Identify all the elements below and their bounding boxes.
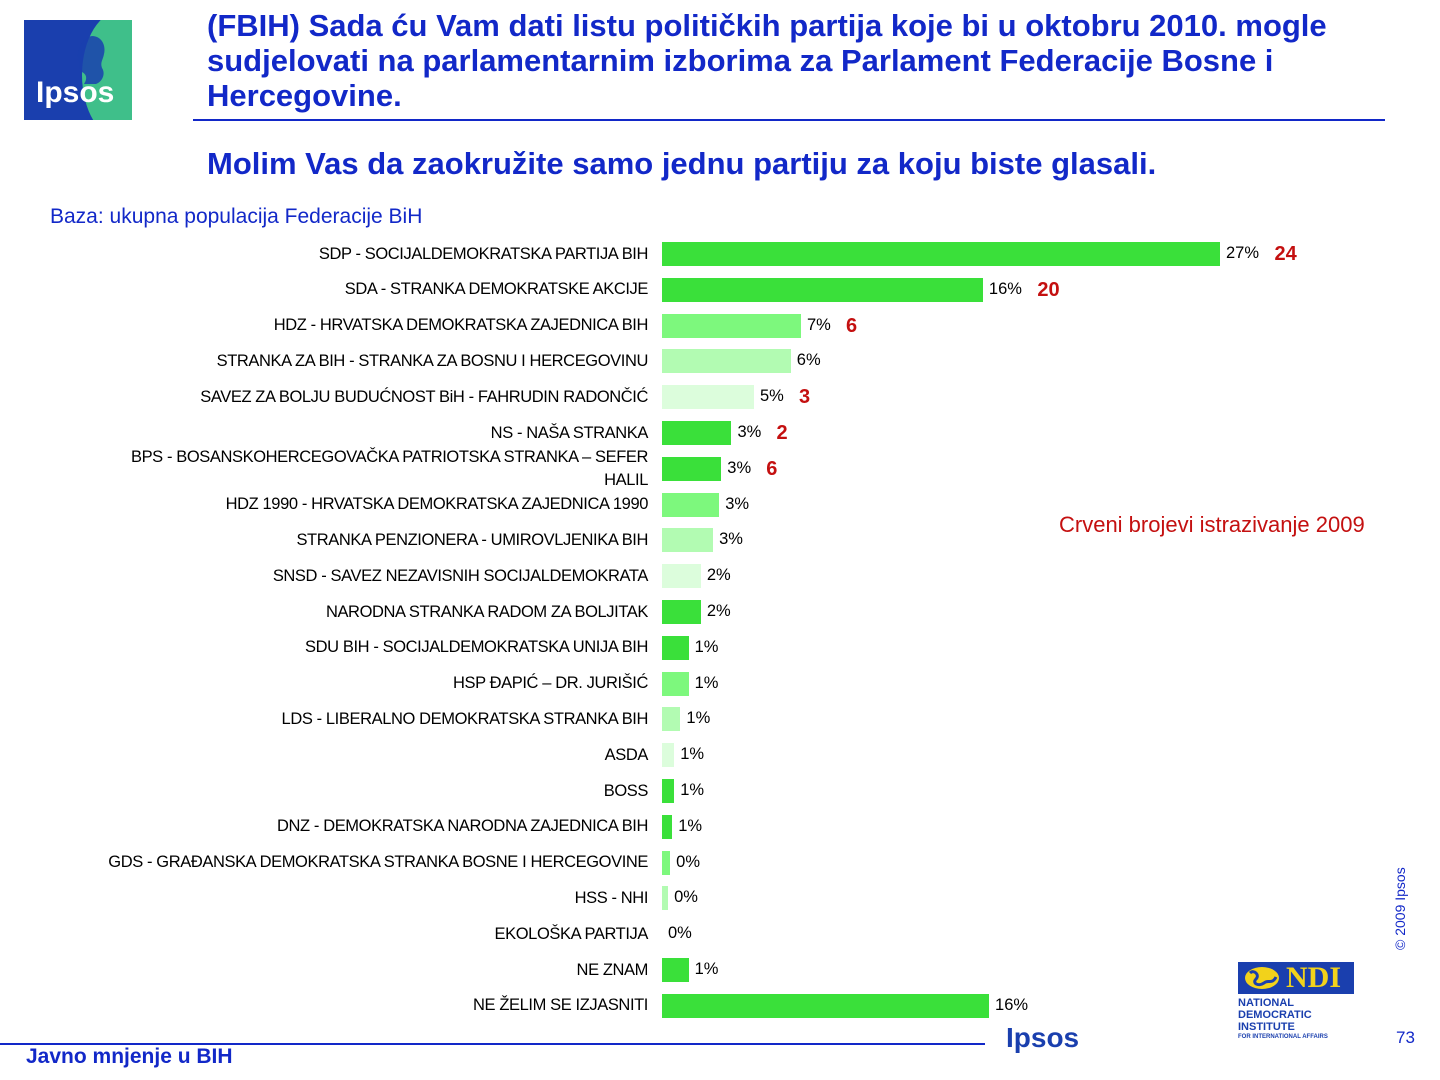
ndi-line-3: INSTITUTE xyxy=(1238,1021,1295,1033)
value-label: 6% xyxy=(796,351,821,370)
category-label: HDZ 1990 - HRVATSKA DEMOKRATSKA ZAJEDNIC… xyxy=(225,495,649,514)
value-label: 3% xyxy=(725,494,750,513)
category-label: NE ZNAM xyxy=(576,960,649,979)
bar xyxy=(662,564,701,589)
value-label: 5% xyxy=(759,387,784,406)
value-label: 16% xyxy=(988,279,1022,298)
category-label: BPS - BOSANSKOHERCEGOVAČKA PATRIOTSKA ST… xyxy=(130,447,648,489)
copyright: © 2009 Ipsos xyxy=(1392,867,1408,950)
bar xyxy=(662,993,990,1018)
bar xyxy=(662,313,801,338)
previous-2009-value: 2 xyxy=(776,422,788,444)
bar xyxy=(662,850,671,875)
value-label: 16% xyxy=(995,995,1029,1014)
value-label: 0% xyxy=(668,924,692,943)
previous-2009-value: 6 xyxy=(766,457,778,480)
bar xyxy=(662,886,669,911)
category-label: SAVEZ ZA BOLJU BUDUĆNOST BiH - FAHRUDIN … xyxy=(200,387,648,406)
category-label: HDZ - HRVATSKA DEMOKRATSKA ZAJEDNICA BIH xyxy=(273,316,649,335)
legend-note: Crveni brojevi istrazivanje 2009 xyxy=(1059,512,1365,537)
ipsos-logo: Ipsos xyxy=(24,20,132,120)
bar xyxy=(662,814,673,839)
value-label: 1% xyxy=(686,709,711,728)
bar xyxy=(662,349,791,374)
page-number: 73 xyxy=(1396,1028,1415,1047)
category-label: STRANKA ZA BIH - STRANKA ZA BOSNU I HERC… xyxy=(216,351,649,370)
value-label: 27% xyxy=(1226,244,1260,262)
value-label: 1% xyxy=(694,673,719,692)
bar xyxy=(662,743,675,768)
category-label: BOSS xyxy=(603,781,649,800)
bar xyxy=(662,635,689,660)
bar xyxy=(662,277,983,302)
category-label: DNZ - DEMOKRATSKA NARODNA ZAJEDNICA BIH xyxy=(277,817,648,836)
category-label: NARODNA STRANKA RADOM ZA BOLJITAK xyxy=(325,602,648,621)
category-label: HSP ĐAPIĆ – DR. JURIŠIĆ xyxy=(453,674,648,693)
value-label: 7% xyxy=(806,315,831,334)
category-label: SNSD - SAVEZ NEZAVISNIH SOCIJALDEMOKRATA xyxy=(272,566,649,585)
category-label: SDP - SOCIJALDEMOKRATSKA PARTIJA BIH xyxy=(318,244,649,263)
value-label: 2% xyxy=(706,566,731,585)
value-label: 0% xyxy=(676,852,701,871)
head-silhouette-icon xyxy=(77,36,105,84)
ndi-line-1: NATIONAL xyxy=(1238,997,1295,1009)
value-label: 3% xyxy=(719,530,743,549)
value-label: 1% xyxy=(694,637,719,656)
bar xyxy=(662,958,689,982)
bar xyxy=(662,456,722,481)
category-label: NE ŽELIM SE IZJASNITI xyxy=(473,996,648,1015)
category-label: GDS - GRAĐANSKA DEMOKRATSKA STRANKA BOSN… xyxy=(108,853,648,872)
ipsos-footer-logo: Ipsos xyxy=(1006,1022,1080,1053)
bar xyxy=(662,421,732,445)
bar xyxy=(662,600,701,624)
previous-2009-value: 24 xyxy=(1274,243,1297,265)
page-title: (FBIH) Sada ću Vam dati listu političkih… xyxy=(207,8,1327,113)
value-label: 2% xyxy=(706,602,731,620)
footer-divider xyxy=(0,1043,985,1045)
value-label: 1% xyxy=(680,745,705,764)
base-note: Baza: ukupna populacija Federacije BiH xyxy=(50,205,423,228)
previous-2009-value: 20 xyxy=(1037,278,1060,301)
bar xyxy=(662,779,675,803)
category-label: HSS - NHI xyxy=(574,888,649,907)
category-label: STRANKA PENZIONERA - UMIROVLJENIKA BIH xyxy=(296,530,648,549)
category-label: ASDA xyxy=(604,745,649,764)
logo-text: Ipsos xyxy=(36,76,115,109)
value-label: 3% xyxy=(737,423,762,441)
ndi-logo-text: NDI xyxy=(1286,961,1342,994)
category-label: SDU BIH - SOCIJALDEMOKRATSKA UNIJA BIH xyxy=(305,638,648,657)
value-label: 1% xyxy=(680,781,705,799)
ndi-line-4: FOR INTERNATIONAL AFFAIRS xyxy=(1238,1034,1328,1040)
bar xyxy=(662,385,754,410)
value-label: 1% xyxy=(678,816,703,835)
bar xyxy=(662,707,681,732)
ndi-name: NATIONAL DEMOCRATIC INSTITUTE FOR INTERN… xyxy=(1238,997,1328,1041)
bar xyxy=(662,671,689,696)
value-label: 3% xyxy=(727,458,752,477)
title-divider xyxy=(193,119,1385,121)
bar xyxy=(662,492,720,517)
category-label: SDA - STRANKA DEMOKRATSKE AKCIJE xyxy=(344,280,649,299)
ndi-line-2: DEMOCRATIC xyxy=(1238,1009,1312,1021)
ndi-logo: NDI NATIONAL DEMOCRATIC INSTITUTE FOR IN… xyxy=(1238,962,1354,1042)
bar xyxy=(662,242,1220,266)
previous-2009-value: 3 xyxy=(798,386,811,409)
previous-2009-value: 6 xyxy=(845,314,858,337)
category-label: NS - NAŠA STRANKA xyxy=(490,423,649,442)
category-label: LDS - LIBERALNO DEMOKRATSKA STRANKA BIH xyxy=(281,709,649,728)
chart-title: Molim Vas da zaokružite samo jednu parti… xyxy=(207,146,1157,181)
bar xyxy=(662,528,714,553)
globe-icon xyxy=(1245,967,1279,989)
footer-text: Javno mnjenje u BIH xyxy=(26,1045,233,1068)
value-label: 0% xyxy=(674,888,698,907)
value-label: 1% xyxy=(694,960,719,978)
category-label: EKOLOŠKA PARTIJA xyxy=(494,924,649,943)
